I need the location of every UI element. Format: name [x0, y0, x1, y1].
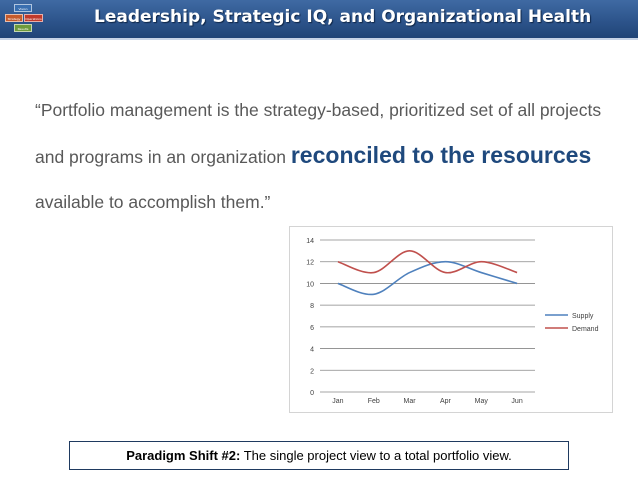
x-tick-label: Jan	[332, 398, 343, 405]
callout-text: The single project view to a total portf…	[240, 448, 512, 463]
y-tick-label: 14	[306, 238, 314, 245]
y-tick-label: 12	[306, 260, 314, 267]
legend-label-demand: Demand	[572, 326, 599, 333]
supply-demand-chart: 0 2 4 6 8 10 12 14 Jan Feb Mar Apr May Jun Supply Deman…	[289, 226, 613, 413]
logo-box-vision: Vision	[14, 4, 32, 12]
chart-svg: 0 2 4 6 8 10 12 14 Jan Feb Mar Apr May Jun Supply Deman…	[306, 238, 599, 405]
y-tick-label: 10	[306, 281, 314, 288]
logo: Vision Strategy Operations Results	[3, 2, 45, 36]
slide-title: Leadership, Strategic IQ, and Organizati…	[94, 7, 592, 27]
y-tick-label: 8	[310, 303, 314, 310]
paradigm-shift-callout: Paradigm Shift #2: The single project vi…	[69, 441, 569, 470]
logo-box-results: Results	[14, 24, 32, 32]
y-tick-label: 0	[310, 390, 314, 397]
title-underline	[0, 38, 638, 40]
logo-box-strategy: Strategy	[5, 14, 23, 22]
y-tick-label: 4	[310, 347, 314, 354]
x-tick-label: Apr	[440, 398, 452, 405]
quote-emphasis: reconciled to the resources	[290, 142, 592, 168]
title-bar: Vision Strategy Operations Results Leade…	[0, 0, 638, 40]
logo-box-operations: Operations	[24, 14, 43, 22]
x-tick-label: Jun	[511, 398, 522, 405]
series-line-supply	[337, 260, 518, 296]
series-line-demand	[337, 250, 518, 274]
x-tick-label: Feb	[368, 398, 380, 405]
callout-label: Paradigm Shift #2:	[126, 448, 241, 463]
x-tick-label: May	[475, 398, 489, 405]
legend-label-supply: Supply	[572, 313, 594, 320]
y-tick-label: 2	[310, 368, 314, 375]
y-tick-label: 6	[310, 325, 314, 332]
quote-text: “Portfolio management is the strategy-ba…	[35, 88, 625, 225]
quote-part-2: available to accomplish them.”	[35, 192, 271, 212]
quote-part-1: “Portfolio management is the strategy-ba…	[35, 100, 602, 167]
x-tick-label: Mar	[404, 398, 417, 405]
